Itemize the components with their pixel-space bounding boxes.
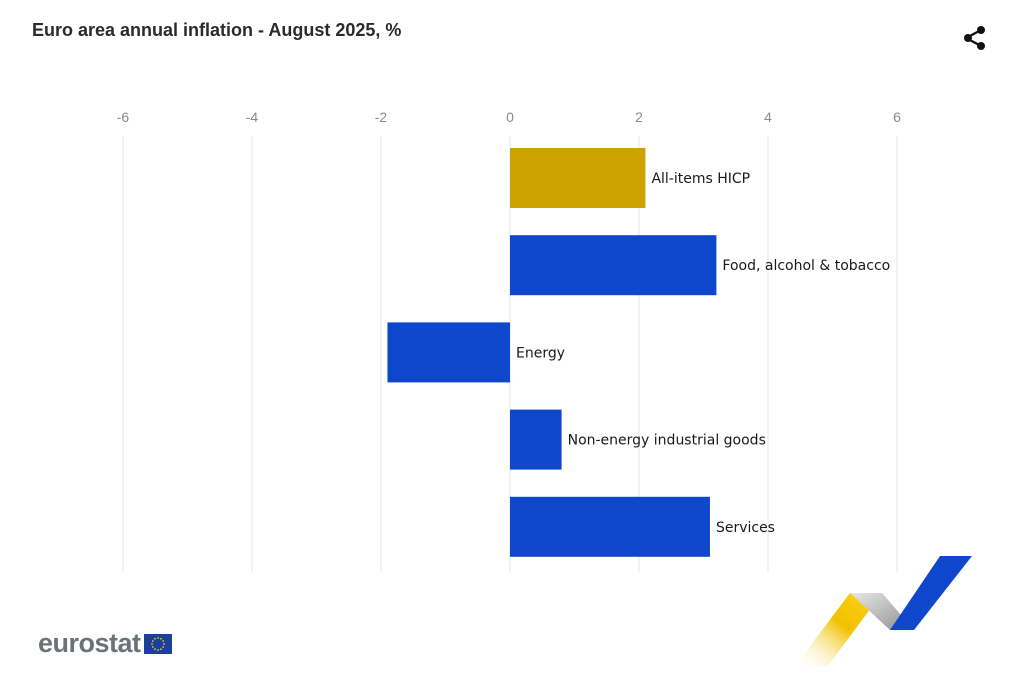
share-icon — [964, 26, 985, 50]
eurostat-logo[interactable]: eurostat — [38, 628, 172, 659]
bar[interactable] — [510, 496, 710, 557]
flag-star — [151, 639, 154, 642]
bar-label: Energy — [516, 345, 565, 361]
flag-star — [161, 639, 164, 642]
chart-title: Euro area annual inflation - August 2025… — [32, 20, 402, 40]
x-tick-label: 0 — [506, 109, 514, 125]
flag-star — [150, 642, 153, 645]
bar-label: Non-energy industrial goods — [568, 433, 766, 449]
flag-star — [159, 637, 162, 640]
bar[interactable] — [510, 148, 646, 208]
bar-label: Food, alcohol & tobacco — [722, 258, 890, 274]
bar-label: Services — [716, 520, 775, 536]
flag-star — [159, 647, 162, 650]
x-tick-label: -2 — [375, 109, 388, 125]
flag-star — [161, 645, 164, 648]
x-tick-label: 4 — [764, 109, 772, 125]
flag-star — [156, 648, 159, 651]
bar[interactable] — [510, 235, 717, 296]
x-tick-label: -4 — [246, 109, 259, 125]
flag-star — [156, 636, 159, 639]
flag-star — [151, 645, 154, 648]
bar[interactable] — [510, 409, 562, 470]
logo-text: eurostat — [38, 628, 141, 658]
share-button[interactable] — [958, 22, 990, 54]
x-tick-label: 6 — [893, 109, 901, 125]
bar-label: All-items HICP — [651, 171, 750, 187]
bar[interactable] — [387, 322, 510, 383]
flag-star — [153, 637, 156, 640]
flag-star — [153, 647, 156, 650]
eurostat-swoosh-graphic — [795, 556, 972, 666]
flag-star — [162, 642, 165, 645]
x-tick-label: 2 — [635, 109, 643, 125]
bar-chart: -6 -4 -2 0 2 4 6 All-items HICP Food, alcohol & … — [117, 109, 901, 572]
x-tick-label: -6 — [117, 109, 130, 125]
eu-flag-icon — [143, 633, 172, 654]
